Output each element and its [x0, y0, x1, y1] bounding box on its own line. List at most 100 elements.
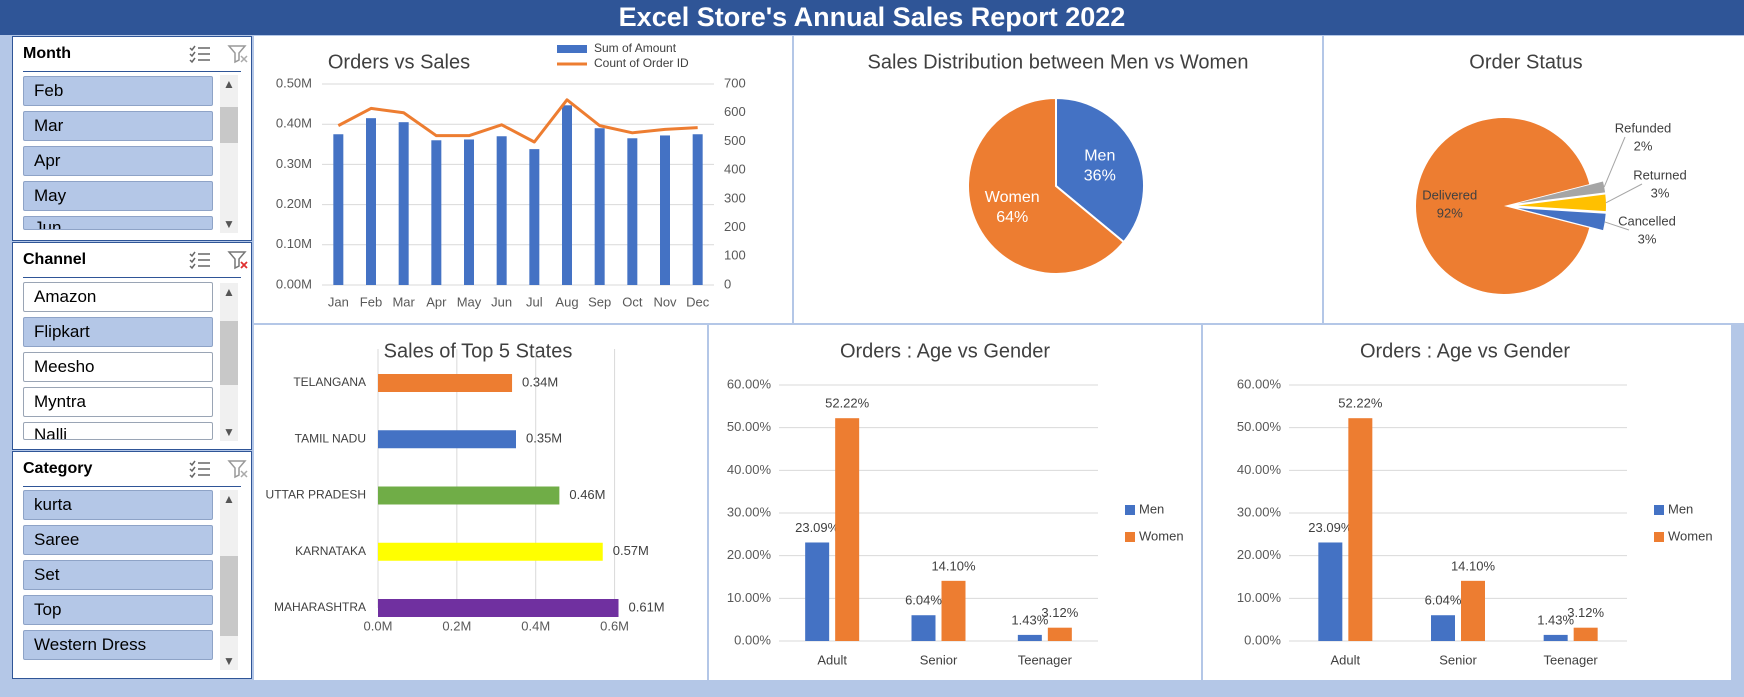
slicer-item-feb[interactable]: Feb [23, 76, 213, 106]
x-tick-label: Teenager [1544, 652, 1599, 667]
x-tick-label: Senior [1439, 652, 1477, 667]
sales-gender-panel: Sales Distribution between Men vs Women M… [794, 36, 1322, 323]
bar-men [1017, 634, 1042, 641]
slicer-item-saree[interactable]: Saree [23, 525, 213, 555]
x-tick-label: Mar [392, 294, 415, 309]
slicer-item-kurta[interactable]: kurta [23, 490, 213, 520]
state-bar [378, 374, 513, 392]
slicer-item-flipkart[interactable]: Flipkart [23, 317, 213, 347]
x-tick-label: Aug [555, 294, 578, 309]
y-tick-label: 10.00% [727, 590, 772, 605]
bar-amount [398, 122, 409, 285]
y-tick-label: 0.00% [1244, 632, 1281, 647]
y-tick-label: 0.00% [734, 632, 771, 647]
x-tick-label: Nov [653, 294, 677, 309]
y-tick-label: UTTAR PRADESH [266, 488, 366, 502]
slicer-item-top[interactable]: Top [23, 595, 213, 625]
legend-swatch [1125, 532, 1135, 542]
slicer-item-amazon[interactable]: Amazon [23, 282, 213, 312]
bar-men [911, 615, 936, 641]
bar-amount [562, 105, 572, 285]
top-states-chart: Sales of Top 5 States 0.0M 0.2M 0.4M 0.6M TEL… [266, 340, 665, 633]
data-label: 0.57M [613, 543, 649, 558]
slice-label: Delivered [1422, 187, 1477, 202]
scroll-down-icon[interactable]: ▼ [223, 654, 235, 668]
clear-filter-icon[interactable] [227, 458, 249, 480]
multi-select-icon[interactable] [188, 250, 212, 270]
slicer-scrollbar[interactable]: ▲ ▼ [220, 490, 238, 670]
slicer-title: Month [23, 45, 71, 62]
y-tick-label: 20.00% [1237, 547, 1282, 562]
scroll-up-icon[interactable]: ▲ [223, 492, 235, 506]
bar-amount [496, 136, 507, 285]
slicer-scrollbar[interactable]: ▲ ▼ [220, 75, 238, 233]
age-gender-panel-2: Orders : Age vs Gender 0.00% 10.00% 20.00% 3… [1203, 325, 1731, 680]
scroll-down-icon[interactable]: ▼ [223, 217, 235, 231]
scroll-thumb[interactable] [220, 321, 238, 385]
x-tick-label: Jul [526, 294, 543, 309]
bar-amount [529, 149, 540, 285]
scroll-down-icon[interactable]: ▼ [223, 425, 235, 439]
slicer-item-may[interactable]: May [23, 181, 213, 211]
bar-amount [594, 128, 605, 285]
x-tick-label: Jan [328, 294, 349, 309]
pie-slice-men [1055, 96, 1145, 244]
slicer-item-mar[interactable]: Mar [23, 111, 213, 141]
slicer-item-meesho[interactable]: Meesho [23, 352, 213, 382]
legend-label: Count of Order ID [594, 56, 689, 70]
chart-title: Orders : Age vs Gender [1360, 340, 1570, 362]
y-tick-label: KARNATAKA [295, 544, 366, 558]
slice-percent: 36% [1084, 168, 1116, 185]
slicer-item-myntra[interactable]: Myntra [23, 387, 213, 417]
scroll-thumb[interactable] [220, 107, 238, 143]
y-tick-label: MAHARASHTRA [274, 600, 366, 614]
slicer-item-set[interactable]: Set [23, 560, 213, 590]
slicer-scrollbar[interactable]: ▲ ▼ [220, 283, 238, 441]
category-slicer[interactable]: Category kurta Saree Set Top Western Dre… [12, 451, 252, 679]
scroll-thumb[interactable] [220, 556, 238, 636]
y2-tick-label: 100 [724, 248, 746, 263]
slicer-item-nalli[interactable]: Nalli [23, 422, 213, 440]
x-tick-label: 0.2M [442, 618, 471, 633]
data-label: 0.34M [522, 374, 558, 389]
scroll-up-icon[interactable]: ▲ [223, 77, 235, 91]
multi-select-icon[interactable] [188, 44, 212, 64]
leader-line [1605, 183, 1643, 204]
leader-line [1603, 136, 1626, 188]
data-label: 0.61M [629, 599, 665, 614]
slicer-item-apr[interactable]: Apr [23, 146, 213, 176]
slice-label: Women [985, 189, 1040, 206]
bar-men [1318, 542, 1343, 641]
x-tick-label: Jun [491, 294, 512, 309]
x-tick-label: 0.0M [364, 618, 393, 633]
pie-slice-cancelled [1517, 208, 1606, 231]
y-tick-label: 50.00% [727, 419, 772, 434]
slicer-item-western-dress[interactable]: Western Dress [23, 630, 213, 660]
multi-select-icon[interactable] [188, 459, 212, 479]
slicer-item-jun[interactable]: Jun [23, 216, 213, 230]
y2-tick-label: 200 [724, 219, 746, 234]
data-label: 6.04% [905, 593, 942, 608]
scroll-up-icon[interactable]: ▲ [223, 285, 235, 299]
slice-label: Returned [1633, 167, 1686, 182]
age-gender-chart-2: Orders : Age vs Gender 0.00% 10.00% 20.00% 3… [1237, 340, 1713, 667]
slice-percent: 64% [996, 209, 1028, 226]
bar-men [805, 542, 830, 641]
state-bar [378, 486, 560, 505]
legend-label: Men [1139, 501, 1164, 516]
bar-amount [366, 118, 376, 285]
y-tick-label: 0.10M [276, 236, 312, 251]
channel-slicer[interactable]: Channel Amazon Flipkart Meesho Myntra Na… [12, 242, 252, 450]
y-tick-label: TELANGANA [293, 375, 366, 389]
y-tick-label: 30.00% [727, 504, 772, 519]
leader-line [1604, 221, 1630, 231]
data-label: 1.43% [1537, 612, 1574, 627]
chart-title: Orders : Age vs Gender [840, 340, 1050, 362]
slicer-title: Category [23, 460, 93, 477]
month-slicer[interactable]: Month Feb Mar Apr May Jun ▲ ▼ [12, 36, 252, 241]
y2-tick-label: 500 [724, 133, 746, 148]
y2-tick-label: 0 [724, 276, 731, 291]
clear-filter-icon[interactable] [227, 43, 249, 65]
clear-filter-icon[interactable] [227, 249, 249, 271]
slice-percent: 3% [1638, 231, 1657, 246]
